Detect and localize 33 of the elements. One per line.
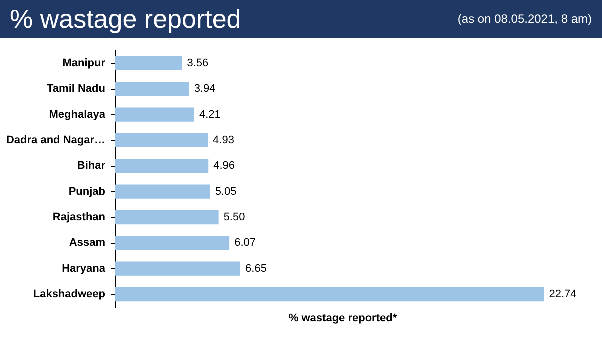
bar (115, 56, 182, 71)
data-label: 5.50 (224, 212, 246, 224)
data-label: 6.07 (234, 237, 256, 250)
data-label: 3.94 (194, 83, 216, 96)
y-tick-label: Meghalaya (49, 108, 106, 121)
y-tick-label: Bihar (77, 160, 106, 172)
data-label: 6.65 (246, 262, 267, 275)
y-tick-label: Dadra and Nagar… (6, 134, 106, 146)
y-tick-label: Assam (69, 237, 106, 250)
bar (115, 82, 190, 96)
data-label: 5.05 (215, 186, 237, 198)
y-tick-label: Haryana (62, 262, 106, 275)
y-tick-label: Punjab (68, 186, 106, 198)
y-tick-label: Rajasthan (52, 212, 106, 224)
bar (115, 236, 230, 250)
bar (115, 287, 544, 302)
chart-title: % wastage reported (10, 4, 242, 34)
y-tick-label: Manipur (62, 57, 106, 70)
bar (115, 159, 209, 174)
data-label: 3.56 (187, 57, 209, 70)
bar (115, 133, 208, 148)
x-axis-title: % wastage reported* (288, 312, 398, 324)
bar (115, 108, 194, 122)
data-label: 4.93 (213, 134, 234, 146)
bar (115, 210, 219, 225)
data-label: 22.74 (549, 288, 577, 301)
data-label: 4.21 (199, 108, 221, 121)
y-tick-label: Tamil Nadu (47, 83, 106, 96)
data-label: 4.96 (214, 160, 236, 172)
chart-subtitle: (as on 08.05.2021, 8 am) (458, 12, 592, 26)
bar (115, 184, 210, 199)
y-tick-label: Lakshadweep (33, 288, 106, 301)
bar (115, 262, 241, 276)
